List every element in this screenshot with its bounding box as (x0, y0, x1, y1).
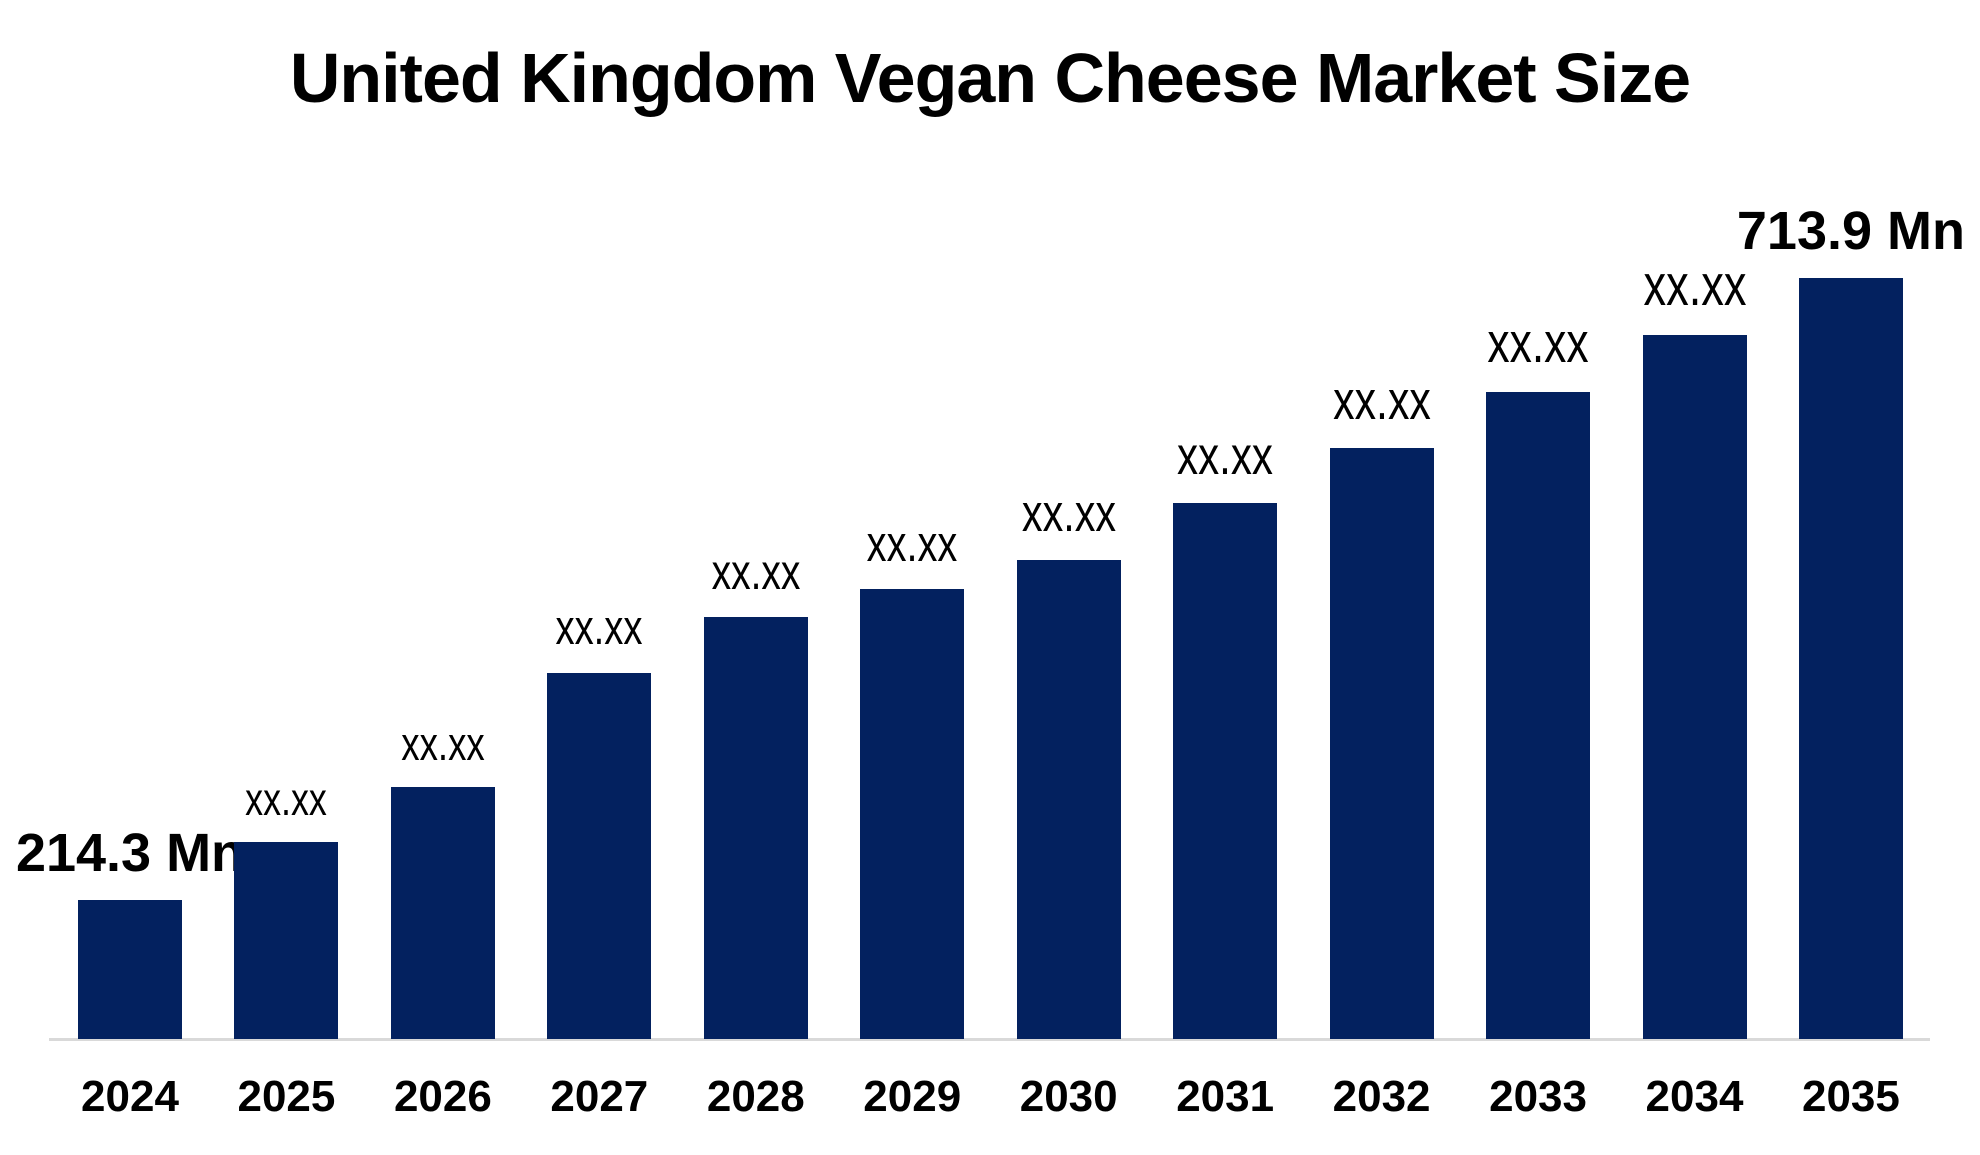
x-tick-label-2029: 2029 (863, 1072, 962, 1121)
bar-2025 (234, 842, 339, 1039)
x-tick-label-2027: 2027 (550, 1072, 649, 1121)
x-tick-label-2028: 2028 (706, 1072, 805, 1121)
bar-2024 (78, 900, 182, 1039)
value-label-2032: xx.xx (1332, 369, 1431, 431)
value-label-2025: xx.xx (245, 773, 328, 825)
x-tick-label-2025: 2025 (237, 1072, 336, 1121)
value-label-2026: xx.xx (401, 717, 485, 770)
value-label-2027: xx.xx (555, 601, 643, 655)
x-tick-label-2030: 2030 (1019, 1072, 1118, 1121)
bar-2030 (1016, 560, 1121, 1039)
value-label-2031: xx.xx (1177, 426, 1274, 486)
bar-2035 (1798, 278, 1903, 1039)
bar-2033 (1486, 392, 1591, 1039)
bar-2032 (1329, 448, 1434, 1039)
value-label-2033: xx.xx (1487, 311, 1589, 375)
bar-2028 (703, 617, 808, 1039)
x-axis-line (49, 1038, 1930, 1041)
x-tick-label-2026: 2026 (393, 1072, 492, 1121)
bar-2034 (1642, 335, 1747, 1039)
chart-title: United Kingdom Vegan Cheese Market Size (289, 39, 1691, 117)
value-label-2028: xx.xx (711, 544, 801, 600)
value-label-2034: xx.xx (1642, 253, 1747, 318)
x-tick-label-2034: 2034 (1645, 1072, 1744, 1121)
x-tick-label-2024: 2024 (81, 1072, 179, 1121)
bar-2027 (547, 673, 652, 1039)
value-label-2029: xx.xx (866, 515, 958, 572)
value-label-2030: xx.xx (1021, 484, 1116, 543)
x-tick-label-2031: 2031 (1176, 1072, 1275, 1121)
x-tick-label-2032: 2032 (1332, 1072, 1431, 1121)
bar-2031 (1173, 503, 1278, 1039)
bar-2026 (390, 787, 495, 1039)
x-tick-label-2033: 2033 (1489, 1072, 1587, 1121)
value-label-2024: 214.3 Mn (15, 823, 245, 883)
bar-2029 (860, 589, 965, 1039)
x-tick-label-2035: 2035 (1801, 1072, 1900, 1121)
value-label-2035: 713.9 Mn (1736, 201, 1965, 261)
